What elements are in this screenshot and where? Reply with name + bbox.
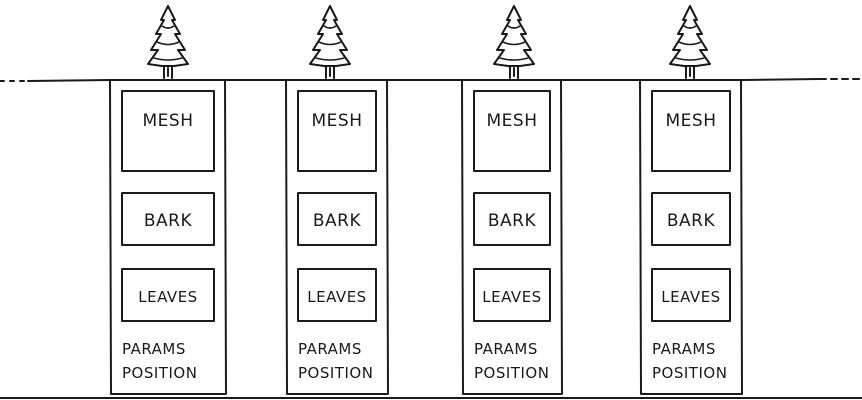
params-label: PARAMS: [652, 340, 716, 358]
column-outline: [639, 79, 743, 395]
mesh-box: [651, 90, 731, 172]
leaves-box: [121, 268, 215, 322]
position-label: POSITION: [474, 364, 549, 382]
position-label: POSITION: [652, 364, 727, 382]
bark-label: BARK: [313, 211, 362, 231]
params-label: PARAMS: [474, 340, 538, 358]
bark-label: BARK: [488, 211, 537, 231]
column-outline: [285, 79, 389, 395]
bark-label: BARK: [667, 211, 716, 231]
leaves-box: [651, 268, 731, 322]
tree-column-2: MESH BARK LEAVES PARAMS POSITION: [285, 5, 389, 395]
bark-box: [473, 192, 551, 246]
bark-box: [297, 192, 377, 246]
tree-column-1: MESH BARK LEAVES PARAMS POSITION: [109, 5, 227, 395]
params-label: PARAMS: [122, 340, 186, 358]
position-label: POSITION: [298, 364, 373, 382]
position-label: POSITION: [122, 364, 197, 382]
params-label: PARAMS: [298, 340, 362, 358]
bark-label: BARK: [144, 211, 193, 231]
leaves-box: [297, 268, 377, 322]
pine-tree-icon: [493, 5, 535, 79]
mesh-box: [473, 90, 551, 172]
tree-column-3: MESH BARK LEAVES PARAMS POSITION: [461, 5, 563, 395]
pine-tree-icon: [147, 5, 189, 79]
mesh-label: MESH: [312, 111, 363, 131]
leaves-label: LEAVES: [482, 288, 541, 306]
leaves-label: LEAVES: [307, 288, 366, 306]
leaves-label: LEAVES: [661, 288, 720, 306]
bark-box: [121, 192, 215, 246]
mesh-box: [297, 90, 377, 172]
mesh-box: [121, 90, 215, 172]
pine-tree-icon: [309, 5, 351, 79]
pine-tree-icon: [669, 5, 711, 79]
leaves-label: LEAVES: [138, 288, 197, 306]
mesh-label: MESH: [143, 111, 194, 131]
leaves-box: [473, 268, 551, 322]
column-outline: [461, 79, 563, 395]
bark-box: [651, 192, 731, 246]
tree-column-4: MESH BARK LEAVES PARAMS POSITION: [639, 5, 743, 395]
mesh-label: MESH: [487, 111, 538, 131]
column-outline: [109, 79, 227, 395]
mesh-label: MESH: [666, 111, 717, 131]
ground-line: [27, 78, 821, 82]
